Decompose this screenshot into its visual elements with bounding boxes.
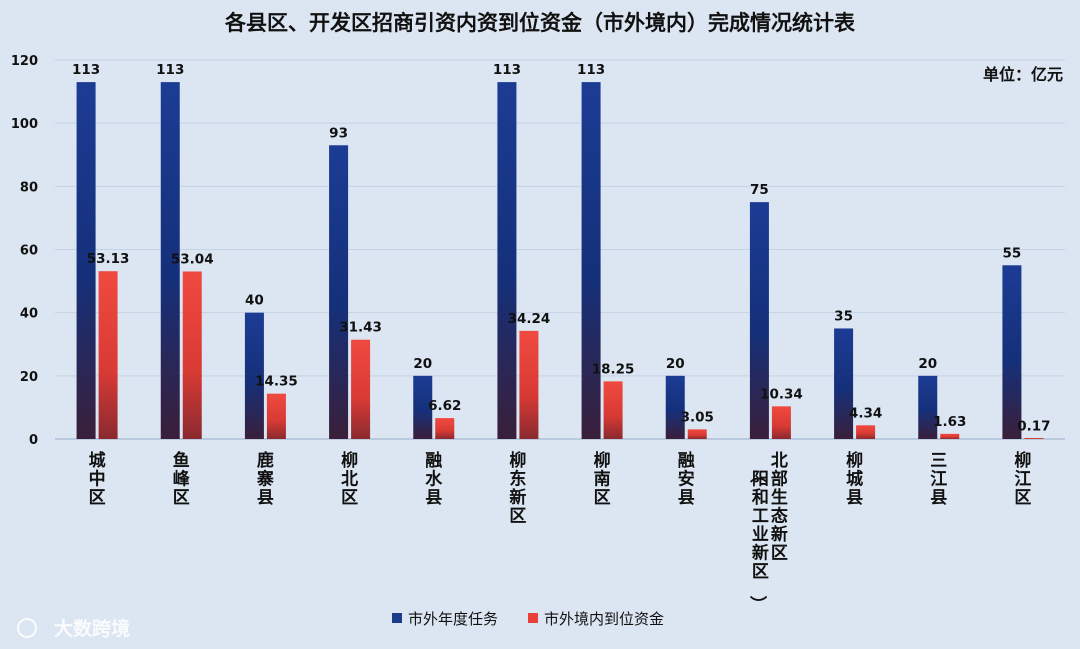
- bar-actual: [687, 429, 707, 439]
- bar-actual: [603, 381, 623, 439]
- data-label-actual: 3.05: [681, 409, 714, 425]
- category-label: 柳南区: [594, 450, 611, 508]
- data-label-task: 113: [493, 62, 521, 78]
- y-tick-label: 120: [11, 54, 38, 69]
- y-tick-label: 40: [20, 307, 38, 322]
- bar-task: [413, 375, 433, 439]
- legend-label-actual: 市外境内到位资金: [544, 610, 664, 628]
- data-label-task: 55: [1003, 245, 1022, 261]
- legend-label-task: 市外年度任务: [408, 610, 498, 628]
- y-tick-label: 100: [11, 117, 38, 132]
- data-label-actual: 1.63: [933, 414, 966, 430]
- data-label-actual: 4.34: [849, 405, 882, 421]
- watermark-logo-icon: [17, 618, 37, 638]
- category-label: 城中区: [89, 451, 106, 508]
- category-note: （阳和工业新区）: [747, 466, 769, 613]
- data-label-actual: 0.17: [1017, 418, 1050, 434]
- data-label-actual: 34.24: [508, 311, 551, 327]
- bar-task: [244, 312, 264, 439]
- bar-task: [160, 82, 180, 439]
- bar-actual: [435, 418, 455, 439]
- category-label: 鱼峰区: [173, 450, 191, 508]
- category-label: 融安县: [678, 451, 695, 508]
- bar-task: [834, 328, 854, 439]
- data-label-task: 113: [156, 62, 184, 78]
- bars-layer: [76, 82, 1044, 439]
- bar-actual: [519, 330, 539, 439]
- data-label-actual: 31.43: [339, 320, 382, 336]
- legend: 市外年度任务 市外境内到位资金: [392, 610, 664, 628]
- bar-actual: [351, 339, 371, 439]
- data-label-actual: 10.34: [760, 386, 803, 402]
- data-label-actual: 18.25: [592, 361, 635, 377]
- category-label: 柳城县: [846, 450, 863, 508]
- data-label-task: 75: [750, 182, 769, 198]
- grid-layer: 0 20 40 60 80 100 120: [11, 54, 1065, 448]
- bar-task: [329, 145, 349, 439]
- bar-actual: [182, 271, 202, 439]
- data-label-task: 20: [666, 356, 685, 372]
- category-label: 三江县: [930, 451, 947, 508]
- watermark: 大数跨境: [17, 617, 130, 640]
- legend-swatch-task: [392, 613, 402, 623]
- bar-actual: [266, 393, 286, 439]
- category-labels: 城中区 鱼峰区 鹿寨县 柳北区 融水县 柳东新区 柳南区 融安县 北部生态新区（阳和工业新区） 柳…: [89, 450, 1032, 613]
- bar-task: [76, 82, 96, 439]
- bar-actual: [940, 433, 960, 439]
- unit-label: 单位：亿元: [983, 65, 1063, 84]
- bar-actual: [98, 271, 118, 439]
- data-label-actual: 53.04: [171, 251, 214, 267]
- bar-task: [1002, 265, 1022, 439]
- bar-task: [581, 82, 601, 439]
- data-label-actual: 53.13: [87, 251, 130, 267]
- category-label: 融水县: [425, 451, 443, 508]
- bar-actual: [1024, 438, 1044, 439]
- data-label-actual: 14.35: [255, 374, 298, 390]
- y-tick-label: 80: [20, 180, 38, 195]
- category-label: 柳江区: [1014, 450, 1031, 508]
- chart-title: 各县区、开发区招商引资内资到位资金（市外境内）完成情况统计表: [224, 11, 856, 35]
- category-label: 柳北区: [341, 450, 358, 508]
- data-label-task: 113: [577, 62, 605, 78]
- y-tick-label: 0: [29, 433, 38, 448]
- bar-task: [918, 375, 938, 439]
- bar-task: [749, 202, 769, 439]
- bar-actual: [856, 425, 876, 439]
- y-tick-label: 20: [20, 370, 38, 385]
- data-label-task: 35: [834, 308, 853, 324]
- category-label: 鹿寨县: [256, 450, 274, 508]
- bar-task: [665, 375, 685, 439]
- category-label: 柳东新区: [509, 450, 526, 527]
- data-label-task: 20: [918, 356, 937, 372]
- watermark-text: 大数跨境: [54, 617, 130, 640]
- y-tick-label: 60: [20, 244, 38, 259]
- data-label-task: 93: [329, 125, 348, 141]
- bar-actual: [771, 406, 791, 439]
- bar-task: [497, 82, 517, 439]
- data-label-task: 40: [245, 293, 264, 309]
- labels-layer: 113 53.13 113 53.04 40 14.35 93 31.43 20 6.62 113 3…: [72, 62, 1051, 434]
- legend-swatch-actual: [528, 613, 538, 623]
- category-label: 北部生态新区: [771, 451, 788, 564]
- data-label-actual: 6.62: [428, 398, 461, 414]
- data-label-task: 20: [413, 356, 432, 372]
- data-label-task: 113: [72, 62, 100, 78]
